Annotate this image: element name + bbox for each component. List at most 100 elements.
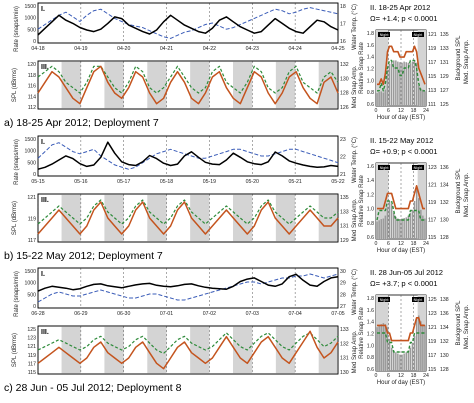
diel-y-tick: 1.0 xyxy=(367,78,374,84)
snap-rate-bar xyxy=(422,215,424,239)
diel-amp-tick: 134 xyxy=(440,183,449,189)
subpanel-label-III: III. xyxy=(41,329,49,336)
spl-tick: 118 xyxy=(28,73,36,79)
temp-tick: 17 xyxy=(340,22,346,28)
snap-rate-bar xyxy=(418,315,420,371)
snap-rate-bar xyxy=(405,352,407,371)
diel-y-label: Relative Snap Rate xyxy=(359,306,365,358)
diel-y-tick: 1.6 xyxy=(367,308,374,314)
panel-caption: c) 28 Jun - 05 Jul 2012; Deployment 8 xyxy=(4,382,182,394)
rate-line xyxy=(37,273,339,292)
night-shade xyxy=(275,326,296,374)
temp-line xyxy=(37,142,339,170)
night-shade xyxy=(190,194,210,242)
snap-rate-bar xyxy=(420,321,422,371)
snap-rate-bar xyxy=(401,354,403,371)
night-label: Night xyxy=(380,166,388,170)
diel-spl-tick: 119 xyxy=(428,339,436,345)
rate-tick: 500 xyxy=(27,27,36,33)
snap-rate-bar xyxy=(386,327,389,371)
subpanel-label-III: III. xyxy=(41,64,49,71)
temp-tick: 27 xyxy=(340,304,346,310)
snap-rate-bar xyxy=(399,354,401,371)
date-tick: 06-30 xyxy=(117,311,130,317)
diel-x-tick: 6 xyxy=(387,373,390,379)
date-tick: 07-01 xyxy=(160,311,173,317)
snap-rate-bar xyxy=(376,221,378,239)
rate-tick: 0 xyxy=(33,39,36,45)
date-tick: 07-04 xyxy=(289,311,302,317)
panel-caption: a) 18-25 Apr 2012; Deployment 7 xyxy=(4,117,159,129)
snap-rate-bar xyxy=(407,215,410,239)
rate-tick: 0 xyxy=(33,304,36,310)
snap-rate-bar xyxy=(390,203,393,239)
snap-rate-bar xyxy=(403,61,405,106)
amp-tick: 133 xyxy=(340,327,349,333)
diel-amp-tick: 128 xyxy=(440,235,449,241)
rate-tick: 1000 xyxy=(24,16,36,22)
snap-rate-bar xyxy=(380,91,382,106)
snap-rate-bar xyxy=(380,219,382,239)
snap-rate-bar xyxy=(382,218,385,239)
spl-axis-label: SPL (dBrms) xyxy=(12,68,18,102)
date-tick: 04-20 xyxy=(117,46,130,52)
subpanel-label-I: I. xyxy=(41,271,45,278)
diel-x-tick: 24 xyxy=(423,108,429,114)
amp-tick: 133 xyxy=(340,209,349,215)
amp-tick: 129 xyxy=(340,238,349,244)
subpanel-label-I: I. xyxy=(41,6,45,13)
diel-x-tick: 12 xyxy=(398,241,404,247)
night-shade xyxy=(417,163,426,239)
spl-tick: 115 xyxy=(28,370,36,376)
night-label: Night xyxy=(380,298,388,302)
snap-rate-bar xyxy=(413,335,416,371)
temp-tick: 30 xyxy=(340,269,346,275)
temp-line xyxy=(37,7,339,39)
diel-x-tick: 24 xyxy=(423,373,429,379)
diel-spl-tick: 115 xyxy=(428,367,436,373)
spl-tick: 121 xyxy=(27,195,36,201)
temp-tick: 21 xyxy=(340,172,346,178)
night-label-box xyxy=(378,32,390,37)
rate-line xyxy=(37,141,339,170)
night-label-box xyxy=(378,297,390,302)
amp-axis-label: Med Snap Amp. xyxy=(352,330,358,373)
snap-rate-bar xyxy=(403,353,405,371)
diel-x-label: Hour of day (EST) xyxy=(377,115,425,121)
diel-amp-label: Med. Snap Amp. xyxy=(464,304,470,349)
subpanel-label-III: III. xyxy=(41,197,49,204)
snap-rate-bar xyxy=(376,93,378,106)
snap-rate-bar xyxy=(415,186,418,239)
snap-rate-bar xyxy=(395,60,397,106)
diel-amp-tick: 135 xyxy=(440,32,449,38)
diel-x-tick: 0 xyxy=(375,108,378,114)
time-panel-border xyxy=(37,60,339,110)
date-tick: 07-03 xyxy=(246,311,259,317)
amp-tick: 131 xyxy=(340,224,349,230)
diel-x-tick: 12 xyxy=(398,373,404,379)
date-tick: 05-18 xyxy=(160,179,173,185)
diel-panel: Night Night xyxy=(375,162,427,240)
snap-rate-bar xyxy=(407,62,410,106)
snap-rate-bar xyxy=(401,218,403,239)
snap-rate-bar xyxy=(420,209,422,239)
snap-rate-bar xyxy=(403,218,405,239)
diel-spl-tick: 121 xyxy=(428,183,437,189)
snap-rate-bar xyxy=(411,209,414,239)
rate-tick: 1000 xyxy=(24,281,36,287)
night-shade xyxy=(318,326,338,374)
diel-y-tick: 1.2 xyxy=(367,332,374,338)
diel-amp-line xyxy=(377,59,425,92)
diel-spl-line xyxy=(377,316,425,342)
snap-rate-bar xyxy=(397,61,399,106)
night-label: Night xyxy=(414,166,422,170)
spl-tick: 119 xyxy=(28,217,36,223)
diel-y-label: Relative Snap Rate xyxy=(359,41,365,93)
snap-rate-bar xyxy=(376,327,378,371)
snap-rate-bar xyxy=(384,89,387,106)
snap-rate-bar xyxy=(382,323,385,371)
snap-rate-bar xyxy=(415,318,418,371)
diel-y-tick: 0.8 xyxy=(367,90,374,96)
diel-x-tick: 6 xyxy=(387,108,390,114)
snap-rate-bar xyxy=(390,61,393,106)
